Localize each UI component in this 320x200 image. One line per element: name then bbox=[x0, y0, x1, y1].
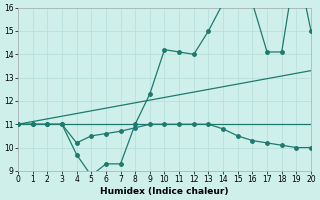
X-axis label: Humidex (Indice chaleur): Humidex (Indice chaleur) bbox=[100, 187, 229, 196]
